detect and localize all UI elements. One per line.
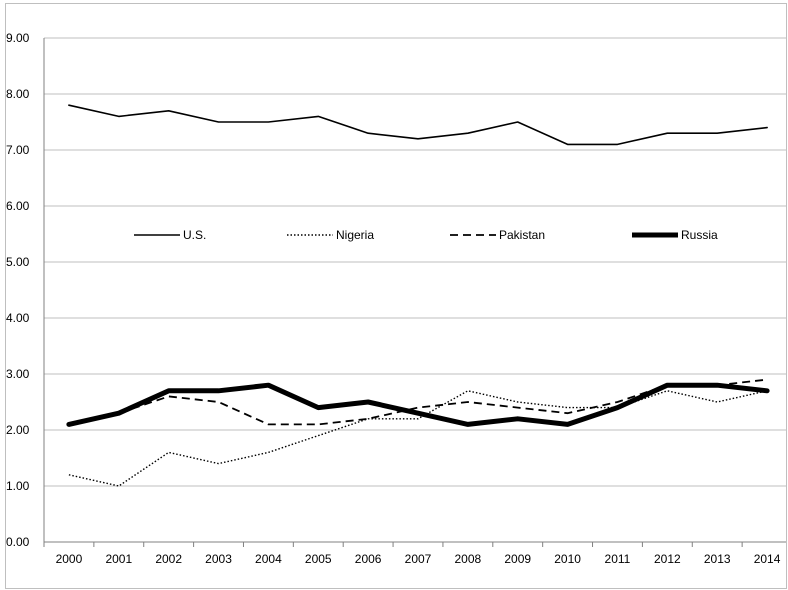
y-tick-label: 8.00 <box>6 87 30 101</box>
x-tick-label: 2011 <box>605 552 631 566</box>
y-tick-label: 3.00 <box>6 367 30 381</box>
x-axis-ticks: 2000 2001 2002 2003 2004 2005 2006 2007 2008 2009… <box>43 542 781 566</box>
legend-label-pakistan: Pakistan <box>499 228 545 242</box>
x-tick-label: 2003 <box>205 552 232 566</box>
x-tick-label: 2004 <box>255 552 282 566</box>
x-tick-label: 2001 <box>105 552 132 566</box>
x-tick-label: 2008 <box>455 552 482 566</box>
x-tick-label: 2007 <box>405 552 432 566</box>
x-tick-label: 2000 <box>56 552 83 566</box>
y-tick-label: 9.00 <box>6 31 30 45</box>
x-tick-label: 2010 <box>554 552 581 566</box>
series-line-pakistan <box>68 378 768 426</box>
legend: U.S. Nigeria Pakistan Russia <box>134 228 718 242</box>
x-tick-label: 2002 <box>155 552 182 566</box>
x-tick-label: 2005 <box>305 552 332 566</box>
x-tick-label: 2006 <box>355 552 382 566</box>
y-axis-ticks: 0.00 1.00 2.00 3.00 4.00 5.00 6.00 7.00 8.00 9.00 <box>6 31 30 549</box>
chart-frame <box>5 3 787 589</box>
y-tick-label: 5.00 <box>6 255 30 269</box>
series-line-nigeria <box>68 390 768 487</box>
x-tick-label: 2014 <box>754 552 781 566</box>
legend-label-us: U.S. <box>183 228 206 242</box>
x-tick-label: 2013 <box>704 552 731 566</box>
gridlines <box>43 37 786 543</box>
y-tick-label: 4.00 <box>6 311 30 325</box>
y-tick-label: 0.00 <box>6 535 30 549</box>
y-tick-label: 2.00 <box>6 423 30 437</box>
legend-label-russia: Russia <box>681 228 718 242</box>
legend-label-nigeria: Nigeria <box>336 228 374 242</box>
series-line-russia <box>66 382 770 427</box>
y-tick-label: 6.00 <box>6 199 30 213</box>
x-tick-label: 2009 <box>504 552 531 566</box>
y-tick-label: 7.00 <box>6 143 30 157</box>
y-tick-label: 1.00 <box>6 479 30 493</box>
x-tick-label: 2012 <box>654 552 681 566</box>
series-lines <box>66 104 770 487</box>
series-line-us <box>68 104 768 146</box>
